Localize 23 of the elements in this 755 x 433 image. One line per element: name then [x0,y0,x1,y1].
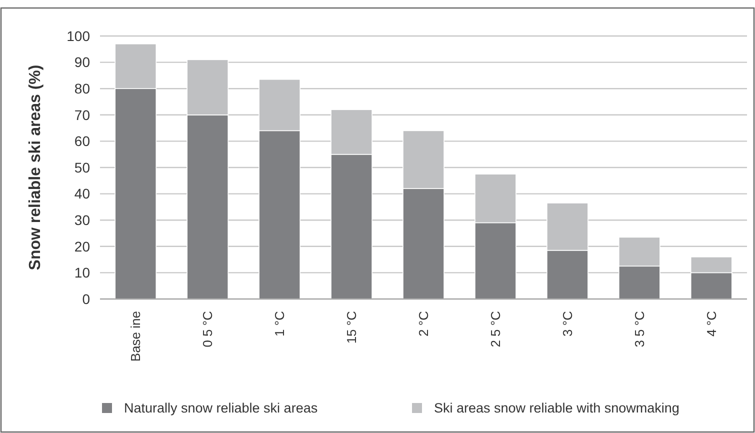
y-tick-label: 90 [74,54,90,70]
y-tick-label: 80 [74,80,90,96]
y-tick-label: 20 [74,238,90,254]
x-tick-label: 3 °C [560,311,575,336]
y-tick-label: 70 [74,106,90,123]
x-tick-label: 15 °C [344,311,360,344]
x-tick-label: 2 °C [416,311,432,336]
y-tick-label: 50 [74,159,90,176]
y-tick-label: 60 [74,133,90,150]
y-tick-label: 100 [66,28,90,44]
y-tick-label: 30 [74,212,90,228]
x-tick-label: 1 °C [272,311,288,336]
legend-label: Ski areas snow reliable with snowmaking [434,400,680,416]
x-tick-label: 4 °C [704,311,719,336]
y-tick-label: 10 [74,264,90,281]
x-tick-label: 3 5 °C [632,311,647,348]
x-tick-label: 2 5 °C [488,311,504,348]
x-tick-label: Base ine [128,311,144,362]
y-tick-label: 40 [74,186,90,202]
y-axis-title: Snow reliable ski areas (%) [27,64,44,270]
x-tick-label: 0 5 °C [200,311,216,348]
y-tick-label: 0 [82,290,90,307]
legend-label: Naturally snow reliable ski areas [124,400,318,416]
